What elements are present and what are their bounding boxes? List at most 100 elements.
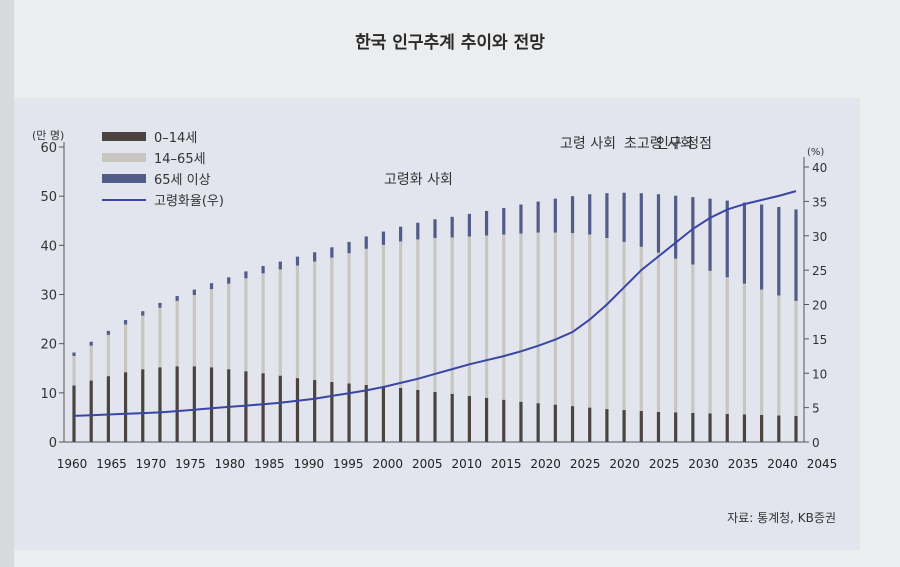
bar-age-0-14 bbox=[175, 366, 179, 442]
chart-title: 한국 인구추계 추이와 전망 bbox=[355, 33, 545, 53]
right-tick-label: 5 bbox=[812, 402, 820, 416]
bar-age-15-64 bbox=[244, 278, 248, 372]
bar-age-0-14 bbox=[141, 369, 145, 442]
bar-age-15-64 bbox=[295, 265, 300, 379]
x-tick-label: 2025 bbox=[649, 457, 680, 471]
bar-age-65-plus bbox=[158, 302, 162, 308]
bar-age-0-14 bbox=[295, 378, 300, 442]
bar-age-15-64 bbox=[674, 258, 678, 413]
bar-age-0-14 bbox=[89, 380, 93, 442]
x-tick-label: 2020 bbox=[530, 457, 561, 471]
bar-age-0-14 bbox=[416, 389, 420, 442]
x-tick-label: 1980 bbox=[215, 457, 246, 471]
bar-age-65-plus bbox=[381, 231, 386, 245]
bar-age-0-14 bbox=[381, 386, 386, 442]
bar-age-0-14 bbox=[467, 395, 471, 442]
bar-age-0-14 bbox=[399, 387, 403, 442]
left-tick-label: 20 bbox=[40, 338, 57, 353]
bar-age-15-64 bbox=[502, 234, 506, 400]
bar-age-65-plus bbox=[416, 222, 420, 240]
x-tick-label: 2015 bbox=[491, 457, 522, 471]
x-tick-label: 2010 bbox=[451, 457, 482, 471]
left-axis-unit: (만 명) bbox=[32, 129, 64, 142]
bar-age-65-plus bbox=[399, 226, 403, 242]
bar-age-15-64 bbox=[777, 295, 781, 416]
bar-age-15-64 bbox=[123, 324, 128, 373]
bar-age-0-14 bbox=[708, 413, 712, 442]
bar-age-15-64 bbox=[484, 235, 489, 398]
right-tick-label: 20 bbox=[812, 299, 827, 313]
bar-age-15-64 bbox=[192, 294, 196, 367]
bar-age-0-14 bbox=[605, 409, 609, 442]
bar-age-15-64 bbox=[760, 289, 764, 415]
bar-age-0-14 bbox=[261, 373, 265, 442]
bar-age-15-64 bbox=[691, 264, 695, 413]
bar-age-15-64 bbox=[89, 345, 93, 381]
bar-age-15-64 bbox=[588, 234, 592, 408]
annotation-super-aged-society: 초고령 사회 bbox=[624, 136, 693, 152]
bar-age-15-64 bbox=[742, 283, 747, 415]
bar-age-65-plus bbox=[347, 241, 351, 254]
aging-rate-line bbox=[73, 190, 797, 417]
x-tick-label: 2035 bbox=[728, 457, 759, 471]
bar-age-15-64 bbox=[141, 315, 145, 370]
bar-age-15-64 bbox=[313, 261, 317, 381]
x-tick-label: 2025 bbox=[570, 457, 601, 471]
bar-age-15-64 bbox=[399, 241, 403, 388]
bar-age-0-14 bbox=[742, 414, 747, 442]
bar-age-65-plus bbox=[278, 261, 282, 270]
right-tick-label: 40 bbox=[812, 161, 827, 175]
bar-age-65-plus bbox=[519, 204, 523, 234]
bar-age-15-64 bbox=[639, 246, 643, 412]
x-tick-label: 2030 bbox=[688, 457, 719, 471]
legend-swatch bbox=[102, 174, 146, 183]
bar-age-65-plus bbox=[295, 256, 300, 266]
bar-age-0-14 bbox=[278, 375, 282, 442]
bar-age-0-14 bbox=[519, 401, 523, 442]
left-tick-label: 40 bbox=[40, 239, 57, 254]
bar-age-65-plus bbox=[209, 283, 214, 290]
bar-age-15-64 bbox=[725, 277, 729, 414]
x-tick-label: 2020 bbox=[609, 457, 640, 471]
bar-age-15-64 bbox=[450, 237, 454, 394]
bar-age-15-64 bbox=[570, 233, 575, 407]
bar-age-65-plus bbox=[536, 201, 540, 233]
bar-age-15-64 bbox=[72, 355, 76, 386]
legend-label: 0–14세 bbox=[154, 131, 197, 146]
x-tick-label: 1990 bbox=[294, 457, 325, 471]
bar-age-65-plus bbox=[570, 196, 575, 234]
bar-age-0-14 bbox=[794, 415, 798, 442]
bar-age-0-14 bbox=[639, 411, 643, 442]
bar-age-0-14 bbox=[227, 369, 231, 442]
x-tick-label: 2005 bbox=[412, 457, 443, 471]
bar-age-0-14 bbox=[106, 376, 110, 442]
bar-age-0-14 bbox=[209, 367, 214, 442]
bar-age-65-plus bbox=[433, 219, 437, 238]
x-tick-label: 2045 bbox=[807, 457, 838, 471]
right-tick-label: 35 bbox=[812, 195, 827, 209]
x-tick-label: 2000 bbox=[373, 457, 404, 471]
bar-age-65-plus bbox=[760, 204, 764, 290]
bar-age-65-plus bbox=[708, 198, 712, 271]
bar-age-65-plus bbox=[484, 210, 489, 236]
bar-age-0-14 bbox=[536, 403, 540, 442]
bar-age-0-14 bbox=[484, 397, 489, 442]
bar-age-0-14 bbox=[656, 412, 661, 442]
bar-age-15-64 bbox=[416, 239, 420, 390]
bar-age-15-64 bbox=[209, 289, 214, 368]
legend-swatch bbox=[102, 153, 146, 162]
bar-age-0-14 bbox=[725, 413, 729, 442]
x-tick-label: 1975 bbox=[175, 457, 206, 471]
source-note: 자료: 통계청, KB증권 bbox=[727, 511, 836, 525]
bar-age-0-14 bbox=[622, 410, 626, 442]
bar-age-0-14 bbox=[347, 383, 351, 442]
bar-age-65-plus bbox=[502, 207, 506, 235]
x-tick-label: 1985 bbox=[254, 457, 285, 471]
bar-age-0-14 bbox=[502, 399, 506, 442]
annotation-aging-society: 고령화 사회 bbox=[384, 172, 453, 188]
bar-age-65-plus bbox=[605, 193, 609, 238]
bar-age-65-plus bbox=[175, 295, 179, 301]
bar-age-15-64 bbox=[106, 334, 110, 377]
page-edge bbox=[0, 0, 14, 567]
